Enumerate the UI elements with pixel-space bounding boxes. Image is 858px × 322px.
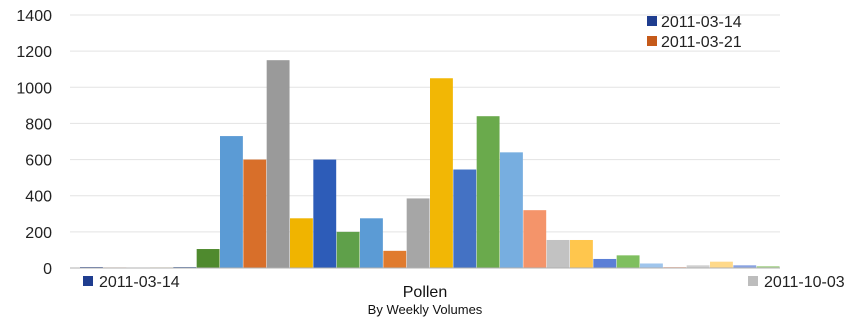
- bar-14: [383, 251, 406, 268]
- bar-24: [617, 255, 640, 268]
- bar-22: [570, 240, 593, 268]
- bar-21: [547, 240, 570, 268]
- bar-25: [640, 263, 663, 268]
- bar-11: [313, 160, 336, 268]
- bar-16: [430, 78, 453, 268]
- bar-6: [197, 249, 220, 268]
- y-tick-label: 1000: [16, 80, 52, 97]
- bar-15: [407, 198, 430, 268]
- legend-label-bottom-right: 2011-10-03: [764, 274, 845, 291]
- legend-label-2: 2011-03-21: [661, 34, 742, 51]
- legend-swatch-bottom-left: [83, 276, 93, 286]
- legend-bottom-left: 2011-03-14: [83, 274, 180, 291]
- y-tick-label: 200: [25, 225, 52, 242]
- legend-top-right: 2011-03-14 2011-03-21: [647, 14, 742, 51]
- x-axis-label: Pollen: [403, 284, 447, 301]
- legend-swatch-2: [647, 36, 657, 46]
- bar-7: [220, 136, 243, 268]
- bar-20: [523, 210, 546, 268]
- y-tick-label: 1400: [16, 8, 52, 25]
- chart-subtitle: By Weekly Volumes: [368, 302, 483, 317]
- bar-18: [477, 116, 500, 268]
- y-tick-label: 800: [25, 116, 52, 133]
- legend-bottom-right: 2011-10-03: [748, 274, 845, 291]
- bar-28: [710, 262, 733, 268]
- bar-19: [500, 152, 523, 268]
- bars: [80, 60, 780, 268]
- bar-9: [267, 60, 290, 268]
- bar-8: [243, 160, 266, 268]
- y-tick-label: 0: [43, 261, 52, 278]
- bar-23: [593, 259, 616, 268]
- legend-swatch-1: [647, 16, 657, 26]
- legend-label-bottom-left: 2011-03-14: [99, 274, 180, 291]
- y-axis-ticks: 0 200 400 600 800 1000 1200 1400: [16, 8, 52, 278]
- y-tick-label: 600: [25, 153, 52, 170]
- y-tick-label: 1200: [16, 44, 52, 61]
- bar-10: [290, 218, 313, 268]
- bar-12: [337, 232, 360, 268]
- y-tick-label: 400: [25, 189, 52, 206]
- bar-17: [453, 170, 476, 268]
- bar-13: [360, 218, 383, 268]
- legend-swatch-bottom-right: [748, 276, 758, 286]
- legend-label-1: 2011-03-14: [661, 14, 742, 31]
